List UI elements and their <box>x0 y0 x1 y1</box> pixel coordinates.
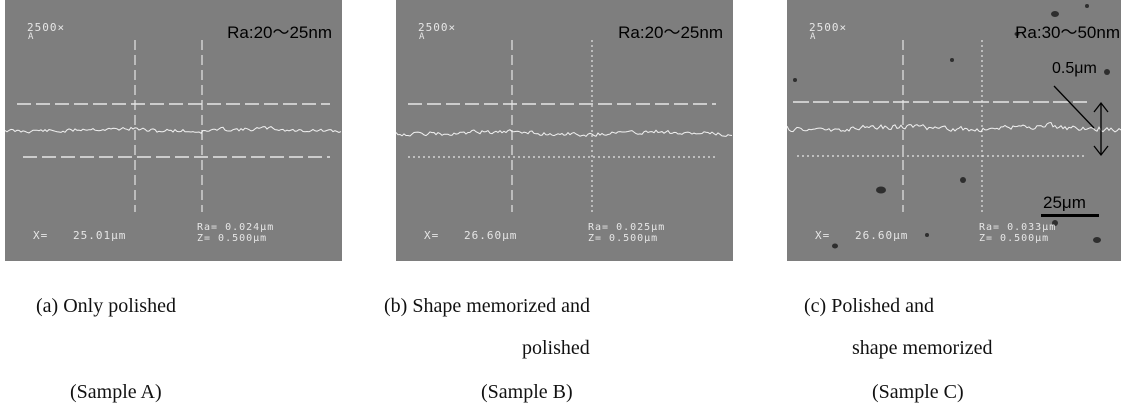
x-readout-value: 26.60μm <box>464 229 518 242</box>
caption-b-sample: (Sample B) <box>481 381 573 403</box>
ra-readout: Ra= 0.025μm <box>588 222 666 233</box>
surface-profile <box>5 126 342 134</box>
caption-c-line1: (c) Polished and <box>804 295 934 317</box>
ra-readout: Ra= 0.033μm <box>979 222 1057 233</box>
profile-overlay-b <box>396 40 733 212</box>
caption-a-sample: (Sample A) <box>70 381 162 403</box>
magnification-label: 2500× <box>418 21 457 34</box>
magnification-label: 2500× <box>27 21 66 34</box>
measurement-readout: Ra= 0.024μm Z= 0.500μm <box>197 222 274 244</box>
surface-profile <box>396 129 733 138</box>
scale-bar-label: 25μm <box>1043 193 1086 212</box>
magnification-label: 2500× <box>809 21 848 34</box>
scale-bar <box>1041 214 1099 217</box>
scale-arrow-head-bottom <box>1093 145 1109 157</box>
caption-c-line2: shape memorized <box>852 337 993 359</box>
x-readout-label: X= <box>815 229 831 242</box>
caption-b-line1: (b) Shape memorized and <box>384 295 591 317</box>
profile-overlay-c <box>787 4 1121 249</box>
z-readout: Z= 0.500μm <box>197 233 268 244</box>
sem-image-panel-c: 2500× A Ra:30～50nm 0.5μm 25μm X= 26.60μm… <box>787 0 1121 261</box>
scale-annotation-label: 0.5μm <box>1052 60 1097 77</box>
magnification-sublabel: A <box>28 32 34 42</box>
surface-particles <box>793 4 1110 249</box>
measurement-readout: Ra= 0.025μm Z= 0.500μm <box>588 222 665 244</box>
caption-b-line2: polished <box>522 337 590 359</box>
caption-c-sample: (Sample C) <box>872 381 964 403</box>
roughness-label: Ra:20～25nm <box>227 23 332 42</box>
measurement-readout: Ra= 0.033μm Z= 0.500μm <box>979 222 1056 244</box>
caption-a-line1: (a) Only polished <box>36 295 176 317</box>
x-readout-value: 26.60μm <box>855 229 909 242</box>
roughness-label: Ra:30～50nm <box>1015 23 1120 42</box>
sem-image-panel-b: 2500× A Ra:20～25nm X= 26.60μm Ra= 0.025μ… <box>396 0 733 261</box>
x-readout-label: X= <box>424 229 440 242</box>
magnification-sublabel: A <box>419 32 425 42</box>
surface-profile <box>787 121 1121 133</box>
roughness-label: Ra:20～25nm <box>618 23 723 42</box>
ra-readout: Ra= 0.024μm <box>197 222 275 233</box>
z-readout: Z= 0.500μm <box>979 233 1050 244</box>
x-readout-value: 25.01μm <box>73 229 127 242</box>
x-readout-label: X= <box>33 229 49 242</box>
profile-overlay-a <box>5 40 342 212</box>
scale-arrow-head-top <box>1093 101 1109 113</box>
sem-image-panel-a: 2500× A Ra:20～25nm X= 25.01μm Ra= 0.024μ… <box>5 0 342 261</box>
z-readout: Z= 0.500μm <box>588 233 659 244</box>
scale-pointer-line <box>1053 85 1095 129</box>
magnification-sublabel: A <box>810 32 816 42</box>
